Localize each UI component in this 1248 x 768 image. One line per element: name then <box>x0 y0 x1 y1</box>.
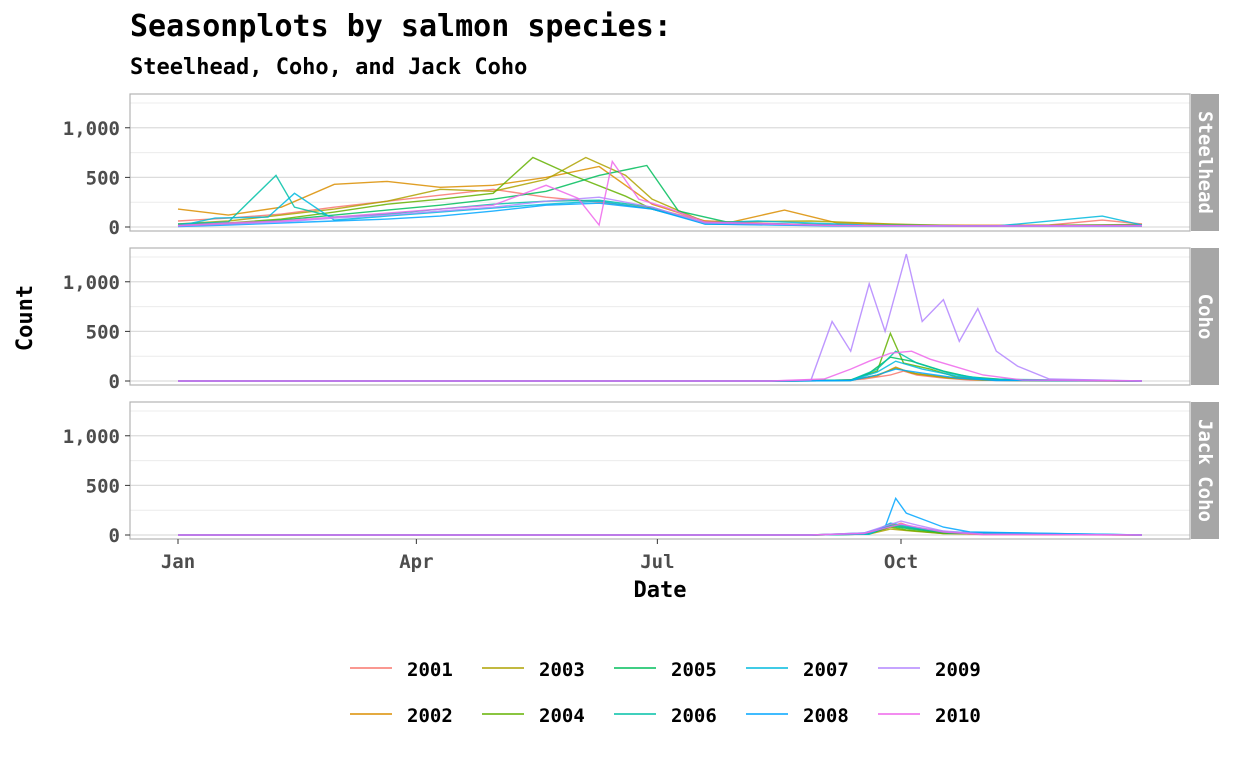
panel-border <box>129 247 1191 386</box>
facet-strip-label: Jack Coho <box>1194 419 1216 522</box>
series-line-steelhead-2003 <box>177 156 1143 227</box>
y-tick-label: 1,000 <box>63 118 120 140</box>
y-axis-title: Count <box>13 285 38 351</box>
legend-label: 2010 <box>935 705 981 727</box>
legend-label: 2005 <box>671 659 717 681</box>
chart-title: Seasonplots by salmon species: <box>130 9 672 44</box>
series-line-coho-2009 <box>178 253 1143 382</box>
y-tick-label: 1,000 <box>63 426 120 448</box>
panel-background <box>130 402 1190 539</box>
legend-label: 2004 <box>539 705 585 727</box>
legend-label: 2001 <box>407 659 453 681</box>
facet-panels: 0 500 1,000 Steelhead 0 500 1,000 Coho 0 500 1,000… <box>63 93 1219 547</box>
legend-item-2008: 2008 <box>746 705 849 727</box>
legend-label: 2002 <box>407 705 453 727</box>
panel-background <box>130 94 1190 231</box>
legend-label: 2007 <box>803 659 849 681</box>
panel-jack-coho: 0 500 1,000 Jack Coho <box>63 401 1219 547</box>
x-tick-label: Jul <box>640 551 674 573</box>
legend-item-2005: 2005 <box>614 659 717 681</box>
legend-item-2003: 2003 <box>482 659 585 681</box>
facet-strip <box>1191 248 1219 385</box>
chart-subtitle: Steelhead, Coho, and Jack Coho <box>130 55 527 80</box>
x-tick-label: Jan <box>161 551 195 573</box>
x-tick-label: Apr <box>399 551 433 573</box>
y-tick-label: 0 <box>109 217 120 239</box>
y-tick-label: 1,000 <box>63 272 120 294</box>
series-line-coho-2010 <box>178 350 1143 382</box>
legend-item-2007: 2007 <box>746 659 849 681</box>
legend: 2001 2002 2003 2004 2005 2006 2007 2008 2009 2010 <box>350 659 981 727</box>
legend-label: 2003 <box>539 659 585 681</box>
legend-item-2010: 2010 <box>878 705 981 727</box>
panel-border <box>129 401 1191 540</box>
y-tick-label: 0 <box>109 371 120 393</box>
panel-border <box>129 93 1191 232</box>
legend-item-2009: 2009 <box>878 659 981 681</box>
x-axis-title: Date <box>634 578 687 603</box>
facet-strip-label: Coho <box>1194 294 1216 340</box>
legend-item-2006: 2006 <box>614 705 717 727</box>
legend-item-2001: 2001 <box>350 659 453 681</box>
facet-strip <box>1191 402 1219 539</box>
x-axis-ticks: Jan Apr Jul Oct <box>161 539 918 573</box>
facet-strip-label: Steelhead <box>1194 111 1216 214</box>
y-tick-label: 500 <box>86 321 120 343</box>
legend-label: 2006 <box>671 705 717 727</box>
series-line-jack-coho-2010 <box>178 523 1143 536</box>
facet-strip <box>1191 94 1219 231</box>
series-line-coho-2008 <box>178 368 1143 382</box>
panel-background <box>130 248 1190 385</box>
legend-label: 2009 <box>935 659 981 681</box>
series-line-steelhead-2010 <box>177 159 1143 227</box>
y-tick-label: 500 <box>86 475 120 497</box>
panel-steelhead: 0 500 1,000 Steelhead <box>63 93 1219 239</box>
x-tick-label: Oct <box>884 551 918 573</box>
y-tick-label: 0 <box>109 525 120 547</box>
legend-item-2002: 2002 <box>350 705 453 727</box>
legend-label: 2008 <box>803 705 849 727</box>
y-tick-label: 500 <box>86 167 120 189</box>
panel-coho: 0 500 1,000 Coho <box>63 247 1219 393</box>
legend-item-2004: 2004 <box>482 705 585 727</box>
